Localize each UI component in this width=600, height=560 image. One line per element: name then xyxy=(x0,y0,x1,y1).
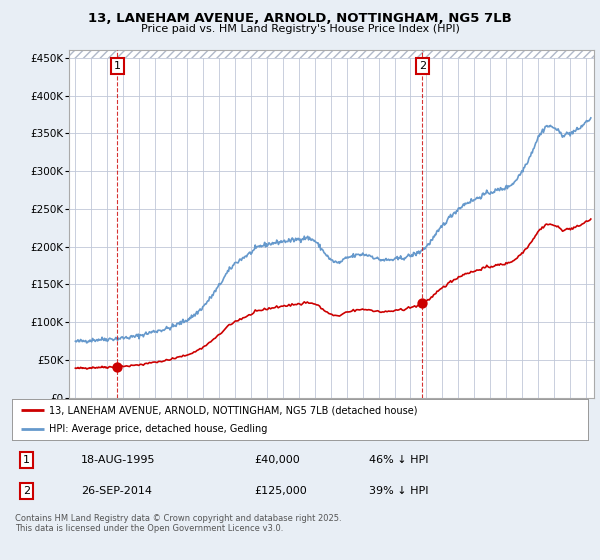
Text: 46% ↓ HPI: 46% ↓ HPI xyxy=(369,455,428,465)
Point xyxy=(112,363,122,372)
Point xyxy=(418,299,427,308)
Text: 1: 1 xyxy=(114,61,121,71)
Text: HPI: Average price, detached house, Gedling: HPI: Average price, detached house, Gedl… xyxy=(49,424,268,433)
Text: 18-AUG-1995: 18-AUG-1995 xyxy=(81,455,155,465)
Text: Contains HM Land Registry data © Crown copyright and database right 2025.
This d: Contains HM Land Registry data © Crown c… xyxy=(15,514,341,534)
Text: 2: 2 xyxy=(419,61,426,71)
Text: 26-SEP-2014: 26-SEP-2014 xyxy=(81,486,152,496)
Polygon shape xyxy=(69,50,594,58)
Text: 13, LANEHAM AVENUE, ARNOLD, NOTTINGHAM, NG5 7LB (detached house): 13, LANEHAM AVENUE, ARNOLD, NOTTINGHAM, … xyxy=(49,405,418,415)
Text: 1: 1 xyxy=(23,455,30,465)
Text: Price paid vs. HM Land Registry's House Price Index (HPI): Price paid vs. HM Land Registry's House … xyxy=(140,24,460,34)
Text: 2: 2 xyxy=(23,486,30,496)
Text: 39% ↓ HPI: 39% ↓ HPI xyxy=(369,486,428,496)
Polygon shape xyxy=(69,50,117,58)
Text: 13, LANEHAM AVENUE, ARNOLD, NOTTINGHAM, NG5 7LB: 13, LANEHAM AVENUE, ARNOLD, NOTTINGHAM, … xyxy=(88,12,512,25)
Text: £125,000: £125,000 xyxy=(254,486,307,496)
Text: £40,000: £40,000 xyxy=(254,455,299,465)
